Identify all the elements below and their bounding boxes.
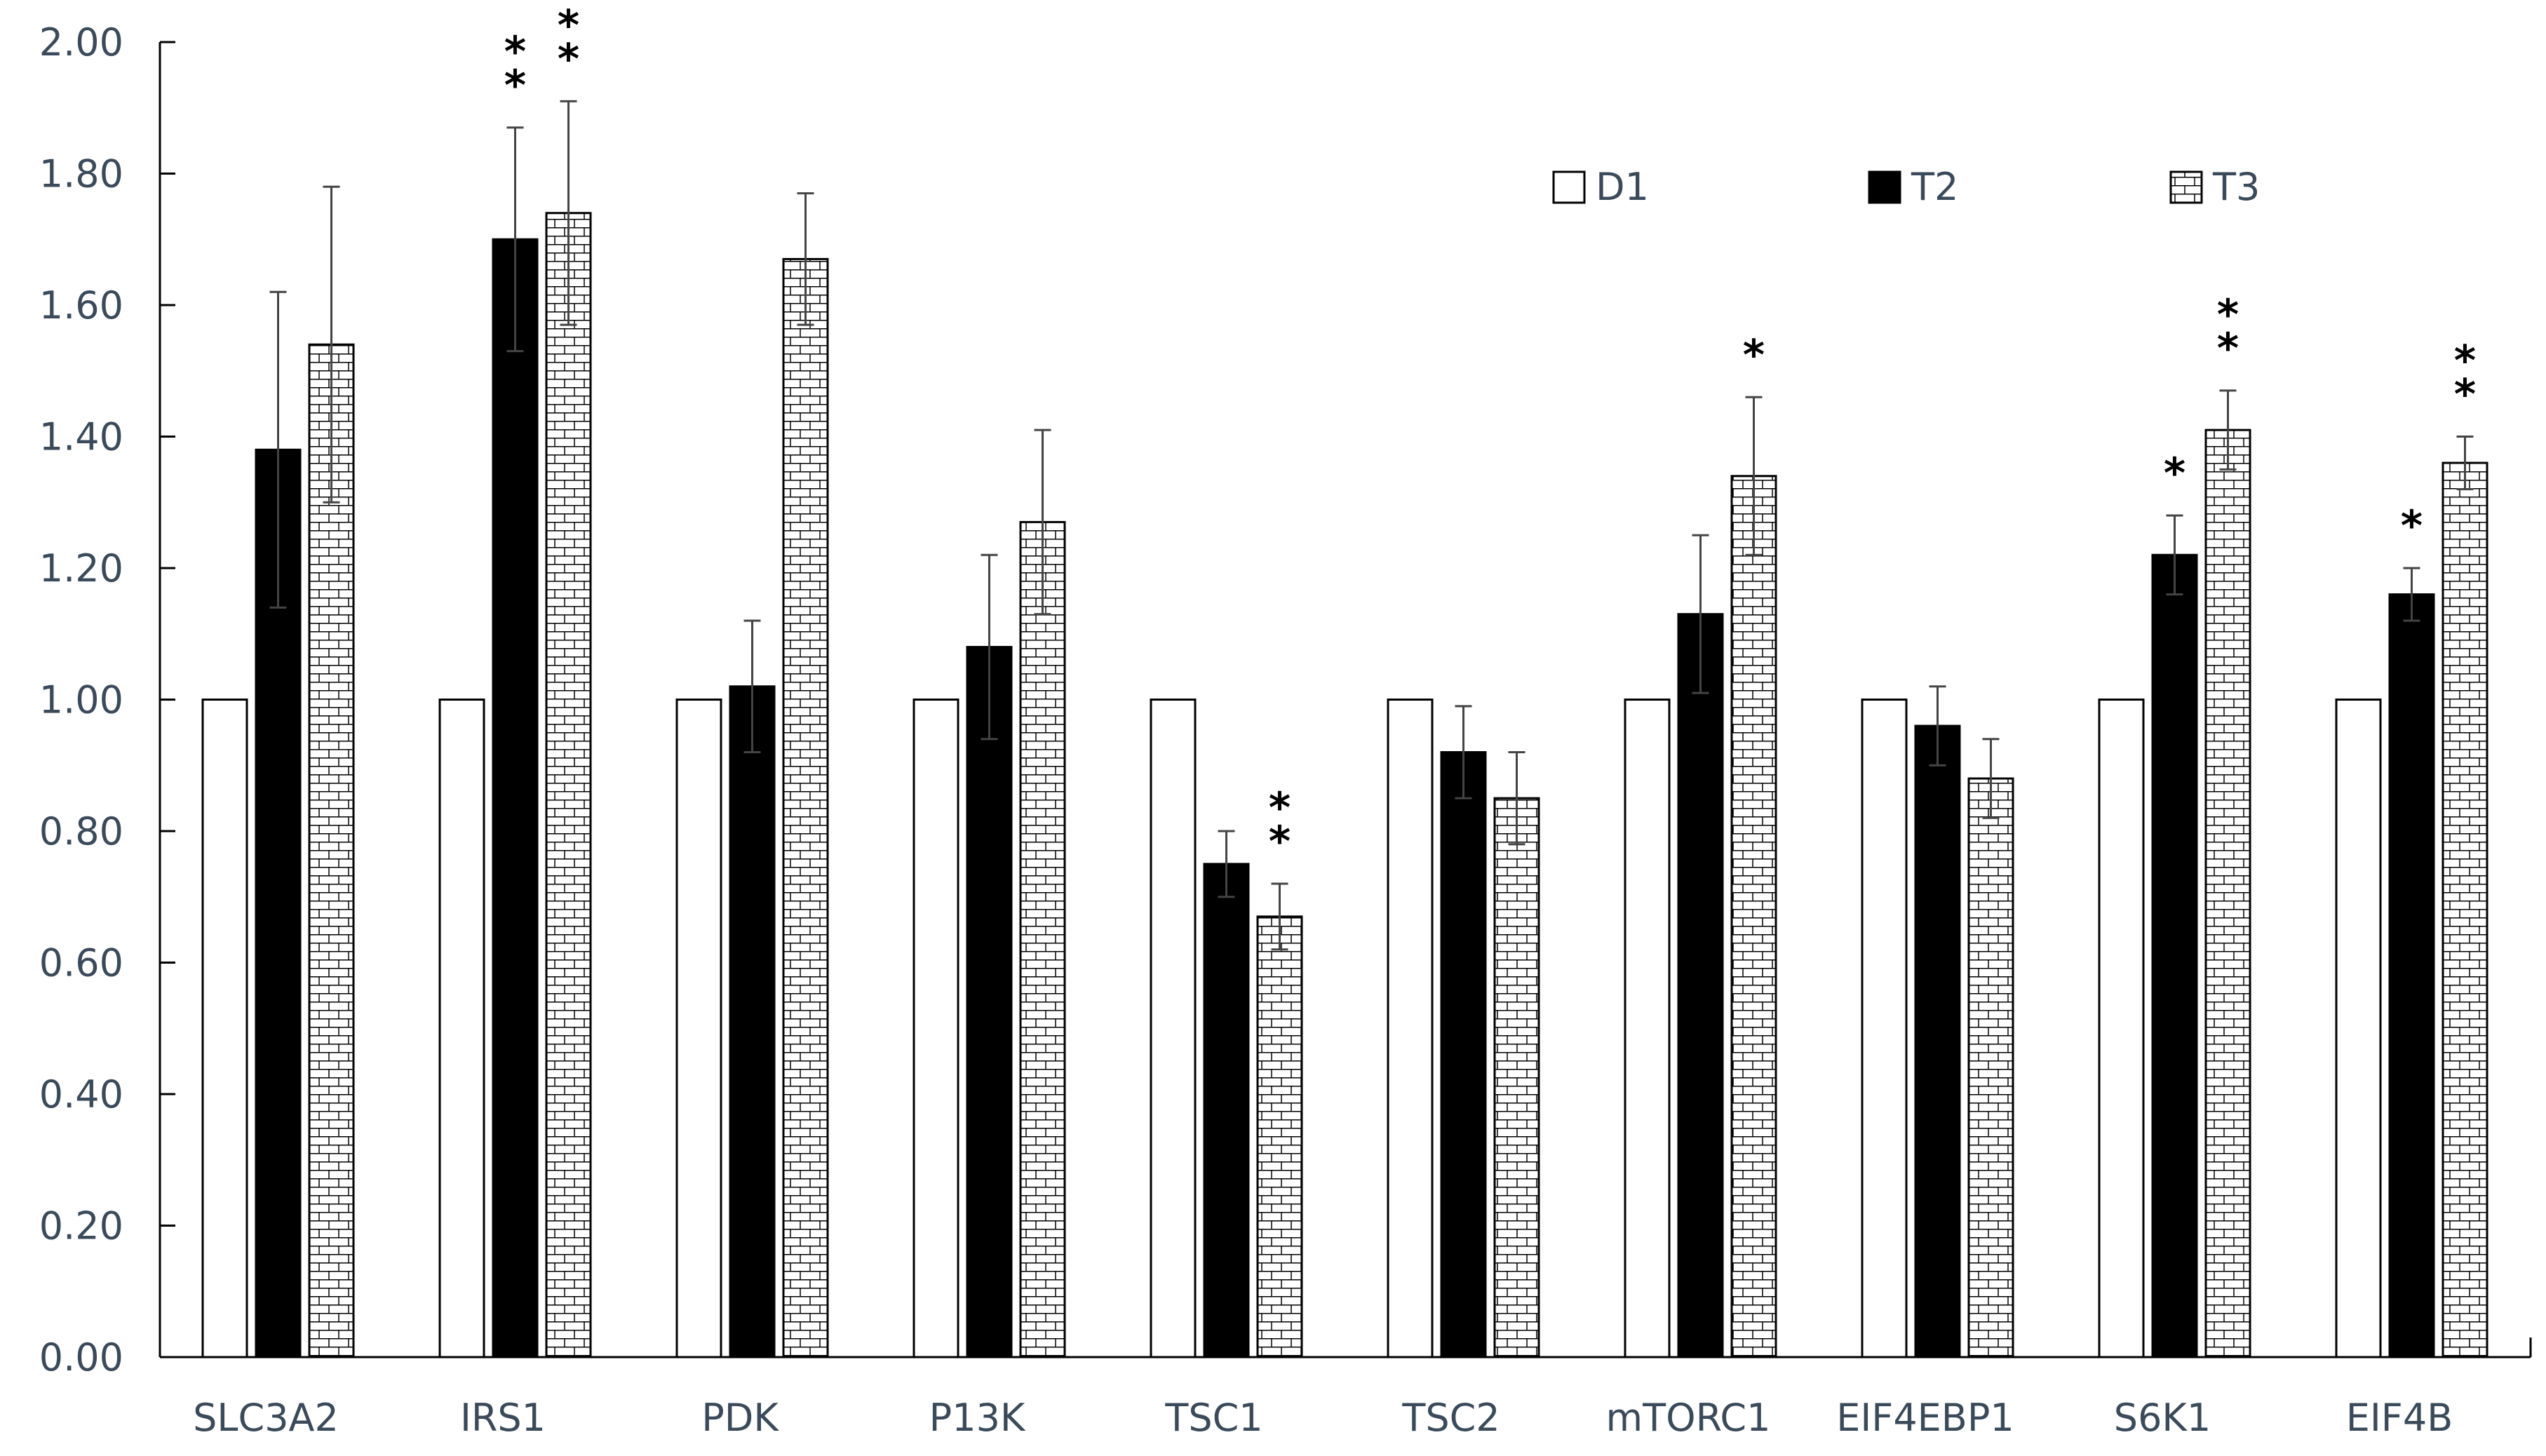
legend-label-t3: T3 [2212, 165, 2260, 209]
bar-t3-tsc1 [1256, 915, 1303, 1359]
y-tick-label: 0.00 [39, 1335, 123, 1380]
bar-d1-tsc2 [1387, 699, 1434, 1359]
bar-t2-tsc1 [1203, 863, 1250, 1359]
bar-d1-eif4ebp1 [1861, 699, 1908, 1359]
y-tick-label: 1.60 [39, 283, 123, 328]
x-tick-label: TSC2 [1401, 1396, 1500, 1440]
significance-marker-t3-tsc1: * [1269, 817, 1291, 866]
significance-marker-t3-eif4b: * [2454, 370, 2476, 419]
legend-swatch-d1 [1552, 170, 1586, 204]
y-tick-label: 1.80 [39, 152, 123, 196]
legend-swatch-t3 [2169, 170, 2203, 204]
bar-t2-irs1 [492, 238, 539, 1359]
significance-marker-t3-tsc1: * [1269, 783, 1291, 833]
significance-marker-t2-irs1: * [504, 61, 526, 110]
significance-marker-t3-irs1: * [558, 1, 579, 50]
bar-d1-p13k [912, 699, 959, 1359]
x-tick-label: SLC3A2 [193, 1396, 339, 1440]
legend: D1 T2 T3 [1552, 165, 2260, 209]
bar-t2-eif4ebp1 [1914, 724, 1961, 1359]
bar-t2-pdk [729, 685, 776, 1359]
legend-swatch-t2 [1868, 170, 1901, 204]
x-tick-label: IRS1 [460, 1396, 546, 1440]
significance-marker-t2-s6k1: * [2164, 449, 2185, 498]
significance-marker-t2-eif4b: * [2401, 501, 2423, 551]
significance-marker-t3-eif4b: * [2454, 337, 2476, 386]
bar-t3-mtorc1 [1730, 475, 1777, 1359]
x-tick-label: PDK [701, 1396, 779, 1440]
bar-d1-tsc1 [1150, 699, 1197, 1359]
bar-t2-eif4b [2388, 593, 2435, 1359]
axes-layer: SLC3A2 IRS1 PDK P13K TSC1 TSC2 mTORC1 EIF4EBP1 S… [39, 20, 2532, 1440]
bars-layer: ************* [201, 1, 2488, 1359]
bar-t2-tsc2 [1440, 751, 1487, 1359]
legend-label-d1: D1 [1596, 165, 1649, 209]
y-tick-label: 2.00 [39, 20, 123, 65]
significance-marker-t3-s6k1: * [2217, 290, 2239, 339]
y-tick-label: 0.60 [39, 941, 123, 985]
bar-t3-pdk [782, 257, 829, 1359]
bar-t2-s6k1 [2151, 553, 2198, 1359]
bar-t3-irs1 [545, 212, 592, 1359]
x-tick-label: EIF4EBP1 [1836, 1396, 2014, 1440]
bar-d1-irs1 [438, 699, 485, 1359]
bar-d1-eif4b [2335, 699, 2382, 1359]
bar-d1-slc3a2 [201, 699, 248, 1359]
legend-label-t2: T2 [1911, 165, 1958, 209]
x-tick-label: TSC1 [1164, 1396, 1262, 1440]
x-tick-label: S6K1 [2114, 1396, 2211, 1440]
significance-marker-t2-irs1: * [504, 27, 526, 76]
significance-marker-t3-mtorc1: * [1743, 330, 1765, 379]
y-tick-label: 0.40 [39, 1072, 123, 1117]
x-tick-label: P13K [929, 1396, 1026, 1440]
bar-d1-pdk [675, 699, 722, 1359]
bar-t2-p13k [966, 646, 1013, 1359]
y-tick-label: 0.80 [39, 809, 123, 854]
significance-marker-t3-irs1: * [558, 34, 579, 83]
bar-d1-s6k1 [2098, 699, 2145, 1359]
x-tick-label: EIF4B [2346, 1396, 2453, 1440]
bar-t3-eif4ebp1 [1967, 777, 2014, 1359]
y-tick-label: 0.20 [39, 1204, 123, 1248]
bar-d1-mtorc1 [1624, 699, 1671, 1359]
y-tick-label: 1.00 [39, 678, 123, 722]
y-tick-label: 1.40 [39, 415, 123, 459]
y-tick-label: 1.20 [39, 546, 123, 591]
bar-t3-tsc2 [1493, 797, 1540, 1359]
bar-t2-mtorc1 [1677, 613, 1724, 1359]
bar-t3-p13k [1019, 520, 1066, 1359]
x-tick-label: mTORC1 [1606, 1396, 1771, 1440]
bar-t3-s6k1 [2204, 429, 2251, 1359]
bar-t3-eif4b [2441, 461, 2488, 1359]
significance-marker-t3-s6k1: * [2217, 324, 2239, 373]
